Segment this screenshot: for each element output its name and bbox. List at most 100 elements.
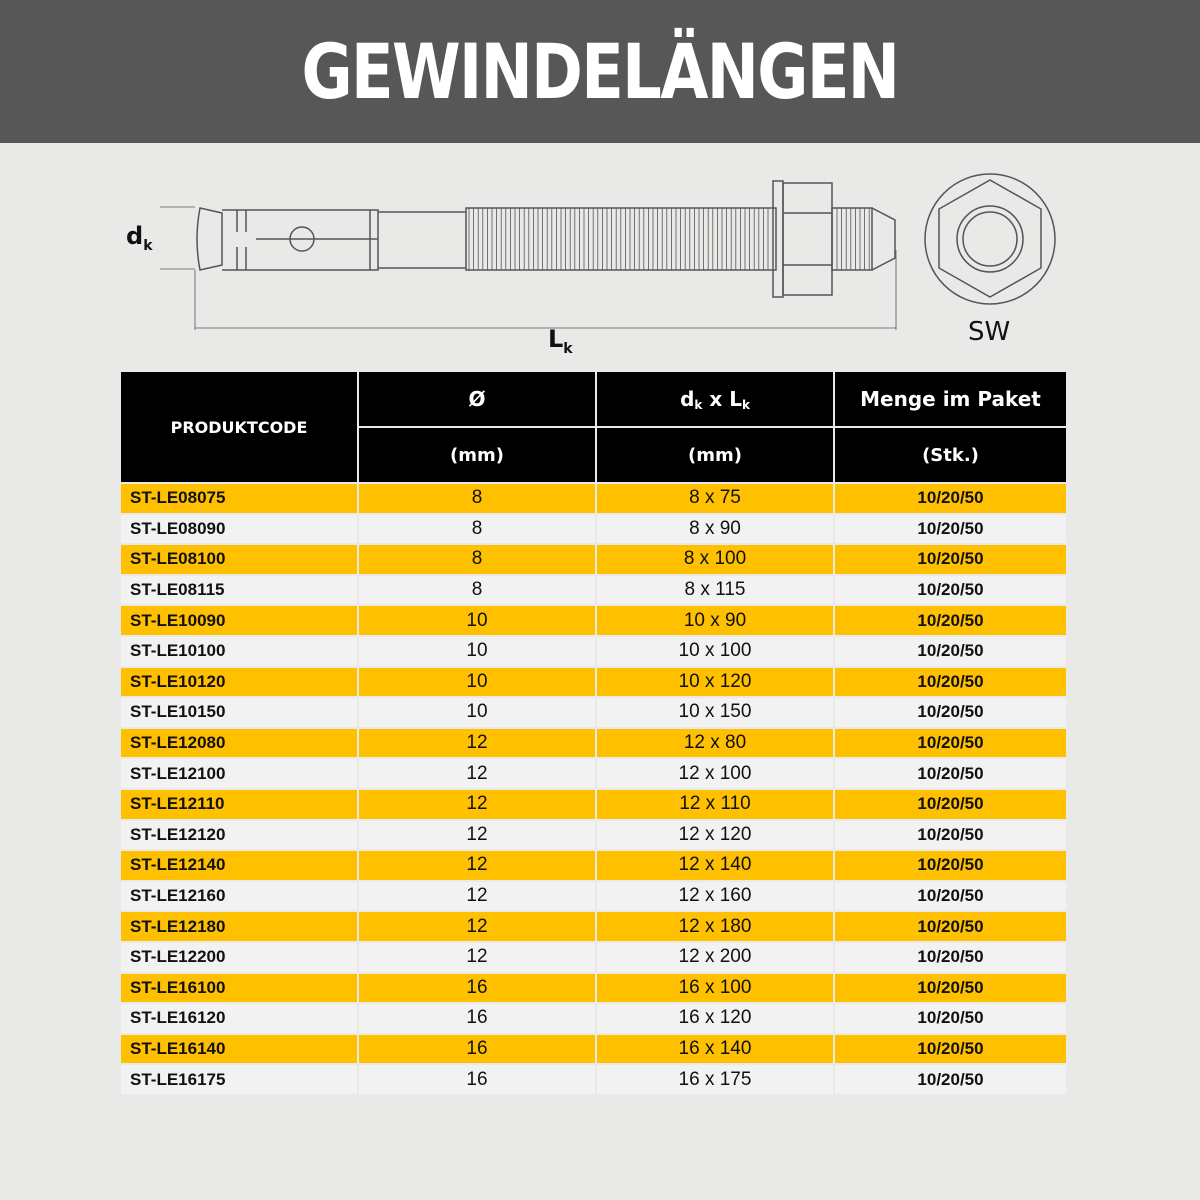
cell-diameter: 12: [359, 851, 595, 880]
table-row: ST-LE08090 8 8 x 90 10/20/50: [121, 514, 1066, 544]
cell-product-code: ST-LE08100: [121, 545, 357, 574]
cell-diameter: 8: [359, 575, 595, 605]
cell-quantity: 10/20/50: [835, 851, 1066, 880]
cell-quantity: 10/20/50: [835, 545, 1066, 574]
header-quantity-unit: (Stk.): [835, 428, 1066, 482]
cell-size: 12 x 80: [597, 728, 833, 758]
cell-diameter: 12: [359, 942, 595, 972]
table-row: ST-LE10120 10 10 x 120 10/20/50: [121, 667, 1066, 697]
page-title: GEWINDELÄNGEN: [301, 27, 900, 116]
cell-size: 16 x 100: [597, 973, 833, 1003]
cell-diameter: 16: [359, 1065, 595, 1094]
cell-diameter: 16: [359, 973, 595, 1003]
cell-product-code: ST-LE12100: [121, 759, 357, 788]
cell-product-code: ST-LE10100: [121, 636, 357, 666]
table-row: ST-LE16120 16 16 x 120 10/20/50: [121, 1004, 1066, 1033]
table-row: ST-LE12160 12 12 x 160 10/20/50: [121, 881, 1066, 911]
dk-label: dk: [126, 222, 153, 254]
table-row: ST-LE12120 12 12 x 120 10/20/50: [121, 820, 1066, 850]
title-banner: GEWINDELÄNGEN: [0, 0, 1200, 143]
cell-size: 12 x 160: [597, 881, 833, 911]
cell-quantity: 10/20/50: [835, 1065, 1066, 1094]
cell-product-code: ST-LE10120: [121, 667, 357, 697]
cell-quantity: 10/20/50: [835, 606, 1066, 635]
cell-diameter: 10: [359, 636, 595, 666]
cell-quantity: 10/20/50: [835, 820, 1066, 850]
cell-product-code: ST-LE16120: [121, 1004, 357, 1033]
lk-label: Lk: [548, 325, 573, 357]
cell-diameter: 10: [359, 698, 595, 727]
cell-product-code: ST-LE08090: [121, 514, 357, 544]
cell-quantity: 10/20/50: [835, 759, 1066, 788]
cell-diameter: 12: [359, 789, 595, 819]
cell-quantity: 10/20/50: [835, 912, 1066, 941]
cell-diameter: 12: [359, 759, 595, 788]
cell-quantity: 10/20/50: [835, 942, 1066, 972]
table-row: ST-LE10150 10 10 x 150 10/20/50: [121, 698, 1066, 727]
header-size-unit: (mm): [597, 428, 833, 482]
cell-quantity: 10/20/50: [835, 484, 1066, 513]
table-row: ST-LE12200 12 12 x 200 10/20/50: [121, 942, 1066, 972]
cell-size: 12 x 110: [597, 789, 833, 819]
cell-diameter: 16: [359, 1034, 595, 1064]
cell-quantity: 10/20/50: [835, 1004, 1066, 1033]
cell-diameter: 12: [359, 912, 595, 941]
cell-size: 16 x 175: [597, 1065, 833, 1094]
cell-product-code: ST-LE12120: [121, 820, 357, 850]
cell-product-code: ST-LE16100: [121, 973, 357, 1003]
cell-product-code: ST-LE08115: [121, 575, 357, 605]
cell-quantity: 10/20/50: [835, 973, 1066, 1003]
table-row: ST-LE12100 12 12 x 100 10/20/50: [121, 759, 1066, 788]
cell-size: 10 x 100: [597, 636, 833, 666]
cell-quantity: 10/20/50: [835, 728, 1066, 758]
cell-product-code: ST-LE12180: [121, 912, 357, 941]
header-produktcode: PRODUKTCODE: [121, 372, 357, 482]
cell-size: 12 x 100: [597, 759, 833, 788]
header-diameter: Ø: [359, 372, 595, 426]
cell-size: 12 x 120: [597, 820, 833, 850]
cell-diameter: 8: [359, 514, 595, 544]
header-diameter-unit: (mm): [359, 428, 595, 482]
cell-product-code: ST-LE08075: [121, 484, 357, 513]
cell-product-code: ST-LE16175: [121, 1065, 357, 1094]
product-table: PRODUKTCODE Ø dk x Lk Menge im Paket (mm…: [119, 370, 1068, 1096]
cell-quantity: 10/20/50: [835, 789, 1066, 819]
table-row: ST-LE16175 16 16 x 175 10/20/50: [121, 1065, 1066, 1094]
table-row: ST-LE12080 12 12 x 80 10/20/50: [121, 728, 1066, 758]
cell-product-code: ST-LE12140: [121, 851, 357, 880]
table-row: ST-LE08075 8 8 x 75 10/20/50: [121, 484, 1066, 513]
cell-diameter: 8: [359, 484, 595, 513]
cell-quantity: 10/20/50: [835, 636, 1066, 666]
cell-size: 8 x 100: [597, 545, 833, 574]
cell-quantity: 10/20/50: [835, 698, 1066, 727]
table-row: ST-LE16100 16 16 x 100 10/20/50: [121, 973, 1066, 1003]
table-row: ST-LE10100 10 10 x 100 10/20/50: [121, 636, 1066, 666]
cell-size: 16 x 120: [597, 1004, 833, 1033]
table-row: ST-LE08100 8 8 x 100 10/20/50: [121, 545, 1066, 574]
table-row: ST-LE08115 8 8 x 115 10/20/50: [121, 575, 1066, 605]
table-row: ST-LE12110 12 12 x 110 10/20/50: [121, 789, 1066, 819]
cell-diameter: 8: [359, 545, 595, 574]
cell-size: 8 x 90: [597, 514, 833, 544]
cell-diameter: 12: [359, 881, 595, 911]
cell-quantity: 10/20/50: [835, 1034, 1066, 1064]
cell-diameter: 12: [359, 820, 595, 850]
sw-label: SW: [968, 317, 1010, 347]
cell-product-code: ST-LE10150: [121, 698, 357, 727]
cell-product-code: ST-LE10090: [121, 606, 357, 635]
cell-product-code: ST-LE12160: [121, 881, 357, 911]
cell-size: 16 x 140: [597, 1034, 833, 1064]
bolt-illustration: [160, 173, 1056, 330]
cell-size: 8 x 75: [597, 484, 833, 513]
cell-diameter: 10: [359, 667, 595, 697]
cell-size: 12 x 200: [597, 942, 833, 972]
cell-diameter: 16: [359, 1004, 595, 1033]
table-row: ST-LE16140 16 16 x 140 10/20/50: [121, 1034, 1066, 1064]
cell-quantity: 10/20/50: [835, 514, 1066, 544]
cell-product-code: ST-LE12110: [121, 789, 357, 819]
cell-diameter: 12: [359, 728, 595, 758]
header-quantity: Menge im Paket: [835, 372, 1066, 426]
cell-size: 10 x 90: [597, 606, 833, 635]
cell-product-code: ST-LE16140: [121, 1034, 357, 1064]
cell-size: 12 x 140: [597, 851, 833, 880]
